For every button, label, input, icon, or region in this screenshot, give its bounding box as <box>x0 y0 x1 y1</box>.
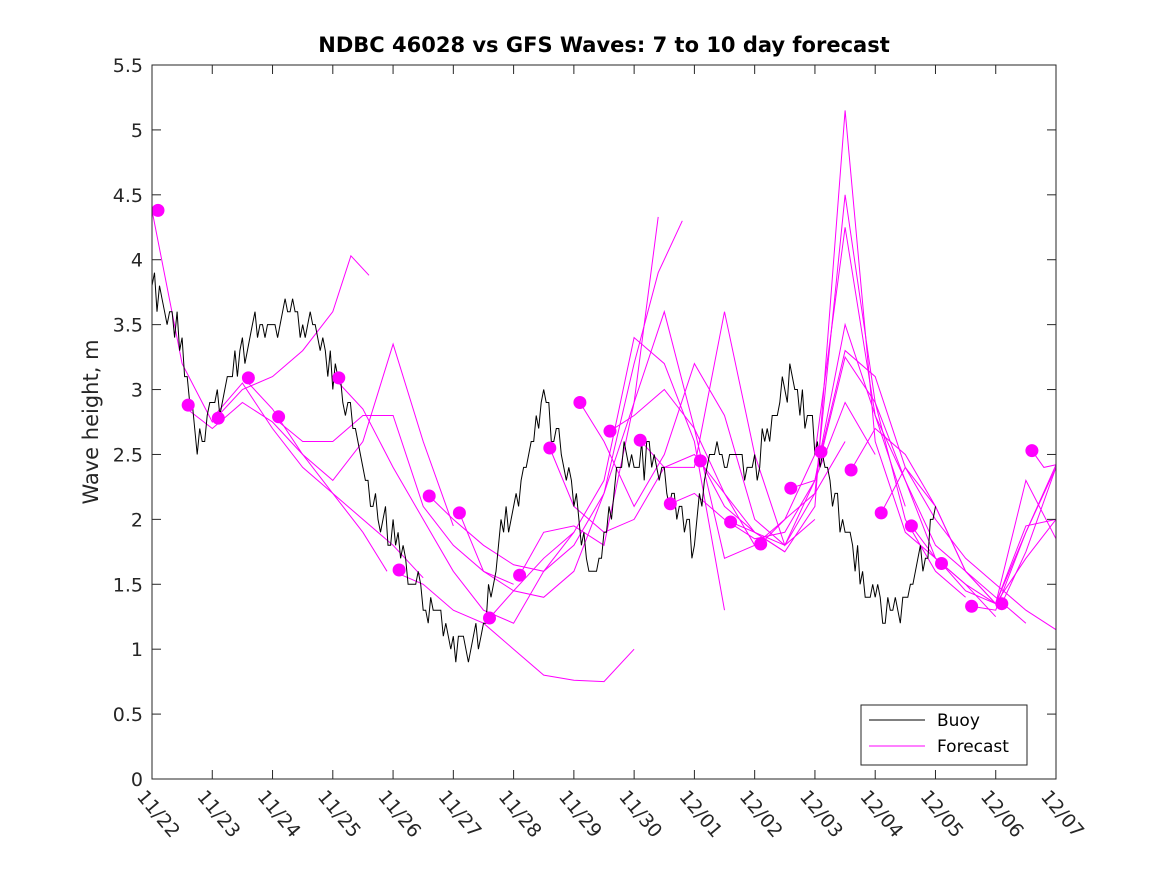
x-tick-label: 11/30 <box>614 786 666 842</box>
x-tick-label: 11/23 <box>192 786 244 842</box>
forecast-marker <box>995 597 1009 611</box>
legend-buoy-label: Buoy <box>937 711 980 731</box>
forecast-marker <box>181 398 195 412</box>
forecast-line <box>519 309 755 576</box>
plot-area <box>152 65 1056 779</box>
forecast-marker <box>332 371 346 385</box>
forecast-marker <box>603 424 617 438</box>
forecast-marker <box>784 481 798 495</box>
x-tick-label: 12/04 <box>855 786 907 842</box>
forecast-marker <box>241 371 255 385</box>
x-tick-label: 11/24 <box>253 786 305 842</box>
y-tick-label: 0.5 <box>113 704 143 726</box>
forecast-line <box>1031 450 1057 468</box>
forecast-marker <box>513 568 527 582</box>
forecast-markers <box>151 203 1039 625</box>
forecast-line <box>880 466 1057 605</box>
x-tick-label: 12/05 <box>916 786 968 842</box>
y-tick-label: 2 <box>131 509 143 531</box>
forecast-line <box>971 464 1057 611</box>
forecast-marker <box>483 611 496 625</box>
forecast-marker <box>754 537 768 551</box>
forecast-marker <box>151 203 165 217</box>
legend-box <box>860 704 1028 766</box>
forecast-marker <box>693 454 707 468</box>
forecast-line <box>458 220 683 598</box>
forecast-marker <box>844 463 858 477</box>
y-tick-label: 4 <box>131 250 143 272</box>
forecast-marker <box>935 557 948 570</box>
y-tick-label: 1.5 <box>113 574 143 596</box>
forecast-line <box>428 216 659 572</box>
x-tick-label: 11/26 <box>373 786 425 842</box>
forecast-line <box>699 110 936 559</box>
y-tick-label: 3.5 <box>113 315 143 337</box>
x-tick-label: 12/02 <box>735 786 787 842</box>
forecast-marker <box>422 489 436 503</box>
x-tick-label: 12/01 <box>675 786 727 842</box>
forecast-marker <box>724 515 738 529</box>
x-tick-label: 11/22 <box>132 786 184 842</box>
forecast-marker <box>211 411 225 425</box>
forecast-line <box>332 376 575 624</box>
forecast-marker <box>874 506 888 520</box>
y-tick-label: 3 <box>131 380 143 402</box>
forecast-marker <box>814 445 828 459</box>
forecast-marker <box>904 519 918 533</box>
x-tick-label: 11/28 <box>494 786 546 842</box>
plot-frame <box>151 64 1057 780</box>
forecast-marker <box>543 441 557 455</box>
forecast-marker <box>663 497 677 511</box>
forecast-line <box>790 355 1027 624</box>
x-tick-label: 11/25 <box>313 786 365 842</box>
chart-title: NDBC 46028 vs GFS Waves: 7 to 10 day for… <box>318 33 889 57</box>
y-tick-label: 1 <box>131 639 143 661</box>
forecast-line <box>820 349 1057 631</box>
legend-forecast-label: Forecast <box>937 737 1009 757</box>
y-tick-label: 4.5 <box>113 185 143 207</box>
forecast-line <box>1001 467 1057 604</box>
legend: Buoy Forecast <box>860 704 1028 766</box>
forecast-marker <box>633 433 647 447</box>
forecast-marker <box>392 563 406 577</box>
x-tick-label: 11/27 <box>434 786 486 842</box>
forecast-marker <box>452 506 466 520</box>
x-tick-label: 12/06 <box>976 786 1028 842</box>
buoy-series <box>151 272 936 663</box>
y-tick-label: 0 <box>131 769 143 791</box>
forecast-line <box>730 194 966 598</box>
y-tick-label: 5 <box>131 120 143 142</box>
forecast-line <box>392 570 635 683</box>
forecast-marker <box>965 599 979 613</box>
forecast-marker <box>1025 444 1039 458</box>
forecast-line <box>272 415 514 585</box>
y-tick-label: 2.5 <box>113 444 143 466</box>
y-tick-label: 5.5 <box>113 55 143 77</box>
x-tick-label: 11/29 <box>554 786 606 842</box>
x-tick-label: 12/03 <box>795 786 847 842</box>
y-axis-label: Wave height, m <box>79 339 103 504</box>
y-axis: 0 0.5 1 1.5 2 2.5 3 3.5 4 4.5 5 5.5 <box>113 55 1056 791</box>
forecast-marker <box>573 396 587 409</box>
forecast-line <box>151 210 370 423</box>
forecast-marker <box>272 410 286 424</box>
forecast-line <box>670 322 906 540</box>
buoy-line <box>151 272 936 663</box>
forecast-line <box>579 362 816 546</box>
x-tick-label: 12/07 <box>1036 786 1088 842</box>
